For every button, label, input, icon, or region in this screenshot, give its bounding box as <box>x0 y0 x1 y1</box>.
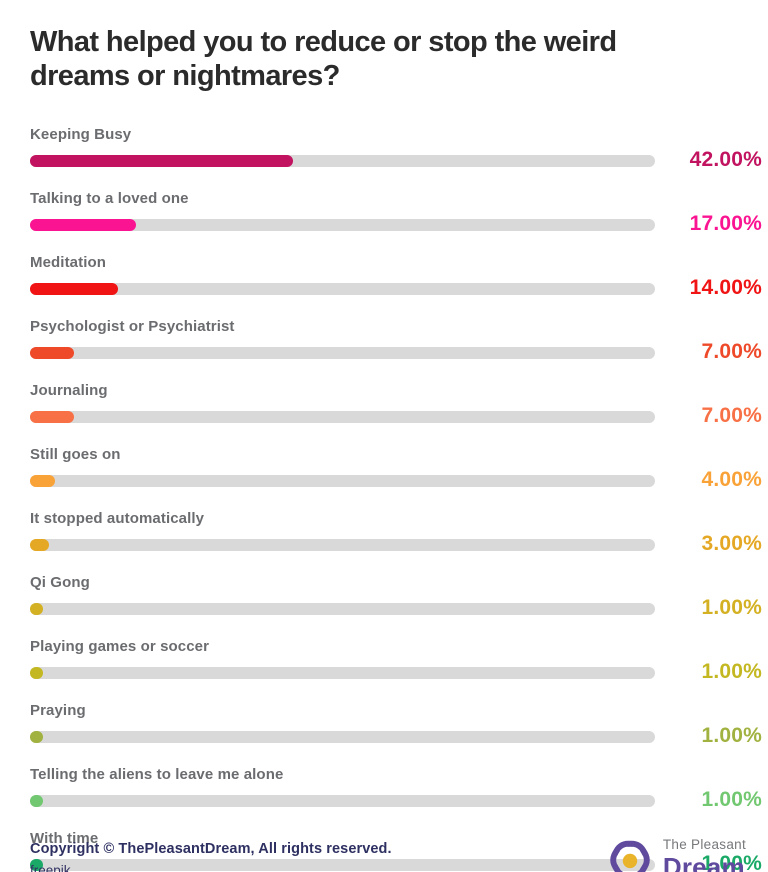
bar-value-label: 7.00% <box>701 404 762 428</box>
bar-row: Praying 1.00% <box>30 702 762 747</box>
bar-track <box>30 410 655 423</box>
bar-category-label: Praying <box>30 702 86 720</box>
bar-category-label: Telling the aliens to leave me alone <box>30 766 284 784</box>
bar-row: Still goes on 4.00% <box>30 446 762 491</box>
bar-category-label: It stopped automatically <box>30 510 205 528</box>
bar-line: 1.00% <box>30 788 762 812</box>
footer-attribution: Copyright © ThePleasantDream, All rights… <box>30 841 392 872</box>
bar-fill <box>30 410 74 423</box>
bar-line: 7.00% <box>30 404 762 428</box>
bar-track <box>30 346 655 359</box>
bar-line: 7.00% <box>30 340 762 364</box>
bar-line: 3.00% <box>30 532 762 556</box>
bar-value-label: 1.00% <box>701 660 762 684</box>
bar-value-label: 4.00% <box>701 468 762 492</box>
brand-name-top: The Pleasant <box>662 836 746 852</box>
brand-name-bottom: Dream <box>662 852 745 872</box>
bar-line: 17.00% <box>30 212 762 236</box>
bar-value-label: 1.00% <box>701 596 762 620</box>
chart-title: What helped you to reduce or stop the we… <box>30 26 617 92</box>
bar-line: 1.00% <box>30 660 762 684</box>
bar-track <box>30 602 655 615</box>
bar-fill <box>30 538 49 551</box>
bar-row: Telling the aliens to leave me alone 1.0… <box>30 766 762 811</box>
bar-row: Talking to a loved one 17.00% <box>30 190 762 235</box>
bar-track <box>30 474 655 487</box>
bar-row: With time 1.00% <box>30 830 762 872</box>
bar-category-label: Psychologist or Psychiatrist <box>30 318 235 336</box>
bar-track <box>30 794 655 807</box>
bar-track <box>30 858 655 871</box>
bar-fill <box>30 282 118 295</box>
copyright-text: Copyright © ThePleasantDream, All rights… <box>30 840 392 857</box>
brand-text: The Pleasant Dream <box>663 838 746 872</box>
bar-row: Keeping Busy 42.00% <box>30 126 762 171</box>
bar-category-label: With time <box>30 830 99 848</box>
bar-line: 14.00% <box>30 276 762 300</box>
infographic-page: What helped you to reduce or stop the we… <box>0 26 768 872</box>
bar-line: 1.00% <box>30 852 762 872</box>
bar-fill <box>30 858 43 871</box>
flower-star-icon <box>610 840 650 872</box>
bar-line: 1.00% <box>30 596 762 620</box>
bar-fill <box>30 602 43 615</box>
bar-chart: Keeping Busy 42.00% Talking to a loved o… <box>30 126 762 872</box>
bar-track <box>30 282 655 295</box>
bar-category-label: Keeping Busy <box>30 126 132 144</box>
bar-category-label: Qi Gong <box>30 574 90 592</box>
bar-value-label: 7.00% <box>701 340 762 364</box>
bar-category-label: Talking to a loved one <box>30 190 189 208</box>
bar-track <box>30 218 655 231</box>
bar-value-label: 14.00% <box>689 276 762 300</box>
bar-track <box>30 538 655 551</box>
bar-fill <box>30 474 55 487</box>
bar-row: Qi Gong 1.00% <box>30 574 762 619</box>
bar-value-label: 1.00% <box>701 852 762 872</box>
bar-category-label: Still goes on <box>30 446 121 464</box>
bar-fill <box>30 666 43 679</box>
bar-line: 4.00% <box>30 468 762 492</box>
bar-line: 42.00% <box>30 148 762 172</box>
bar-row: Meditation 14.00% <box>30 254 762 299</box>
bar-value-label: 42.00% <box>689 148 762 172</box>
bar-row: Playing games or soccer 1.00% <box>30 638 762 683</box>
bar-value-label: 3.00% <box>701 532 762 556</box>
bar-category-label: Journaling <box>30 382 108 400</box>
bar-fill <box>30 154 293 167</box>
bar-fill <box>30 346 74 359</box>
bar-category-label: Meditation <box>30 254 106 272</box>
bar-value-label: 17.00% <box>689 212 762 236</box>
bar-category-label: Playing games or soccer <box>30 638 210 656</box>
bar-value-label: 1.00% <box>701 788 762 812</box>
bar-fill <box>30 794 43 807</box>
bar-fill <box>30 730 43 743</box>
bar-track <box>30 730 655 743</box>
brand-logo: The Pleasant Dream <box>606 834 746 872</box>
bar-row: Psychologist or Psychiatrist 7.00% <box>30 318 762 363</box>
bar-row: Journaling 7.00% <box>30 382 762 427</box>
bar-row: It stopped automatically 3.00% <box>30 510 762 555</box>
bar-value-label: 1.00% <box>701 724 762 748</box>
bar-track <box>30 666 655 679</box>
bar-line: 1.00% <box>30 724 762 748</box>
bar-track <box>30 154 655 167</box>
freepik-credit: freepik <box>30 862 71 872</box>
bar-fill <box>30 218 137 231</box>
footer: Copyright © ThePleasantDream, All rights… <box>0 834 768 872</box>
